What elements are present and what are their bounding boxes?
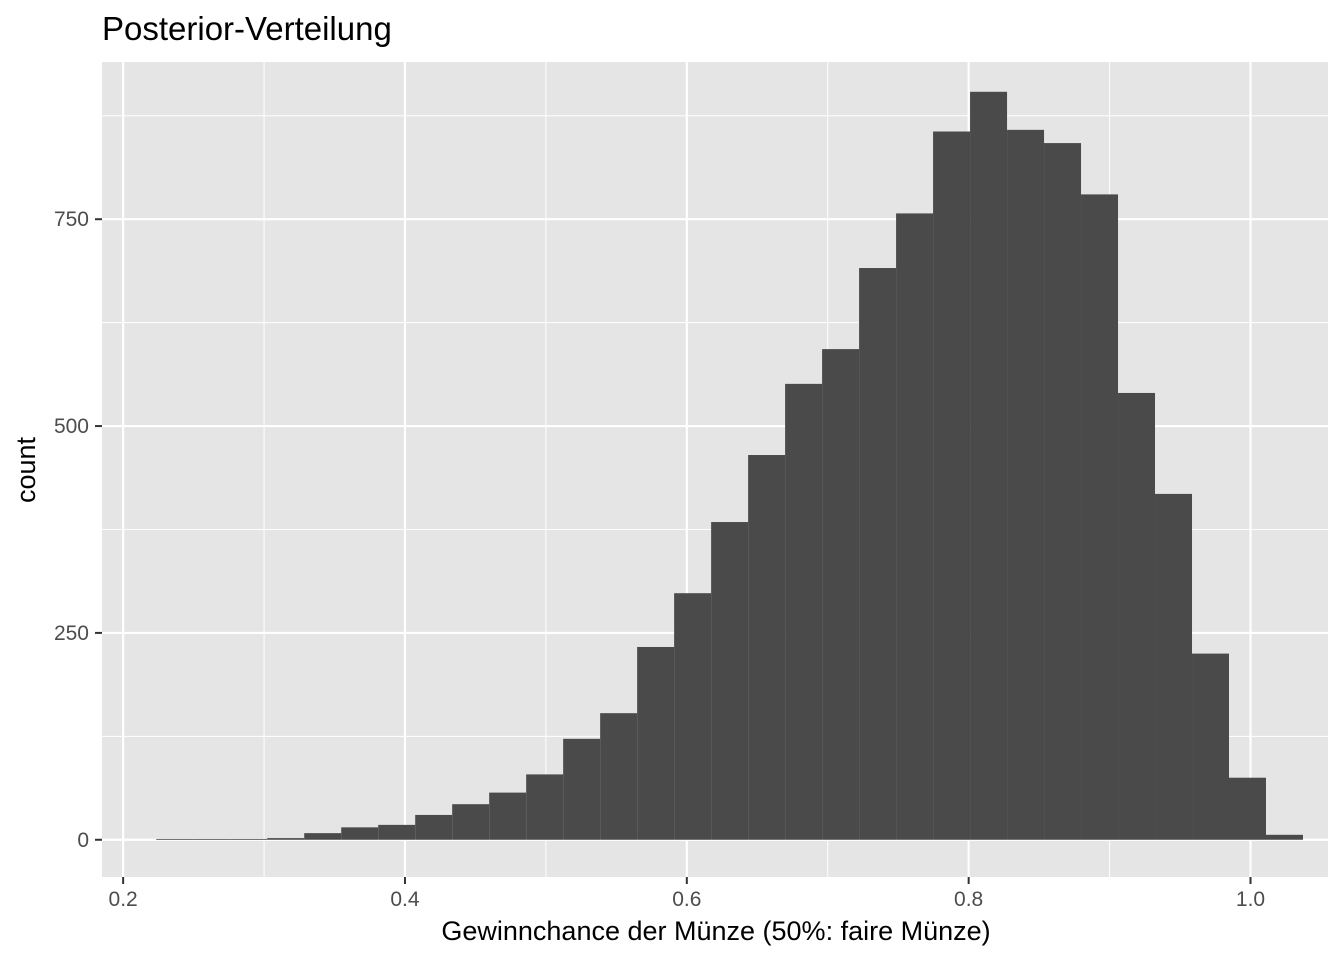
histogram-bar	[785, 383, 823, 840]
histogram-bar	[600, 713, 638, 840]
histogram-bar	[1118, 392, 1156, 840]
histogram-bar	[674, 593, 712, 840]
histogram-bars	[156, 91, 1303, 840]
y-tick-label: 0	[77, 829, 89, 852]
x-tick-label: 0.2	[109, 888, 138, 911]
histogram-bar	[748, 455, 786, 840]
y-tick-label: 250	[54, 622, 89, 645]
histogram-bar	[970, 91, 1008, 840]
histogram-bar	[563, 738, 601, 840]
histogram-bar	[1229, 777, 1266, 840]
histogram-bar	[526, 774, 564, 840]
histogram-bar	[304, 833, 342, 840]
histogram-bar	[859, 268, 897, 840]
histogram-bar	[378, 824, 416, 840]
histogram-bar	[896, 213, 934, 840]
histogram-bar	[822, 349, 860, 840]
x-tick-label: 0.6	[672, 888, 701, 911]
histogram-bar	[452, 804, 490, 840]
x-tick-label: 1.0	[1236, 888, 1265, 911]
histogram-bar	[489, 792, 527, 840]
histogram-bar	[711, 522, 749, 840]
histogram-bar	[193, 838, 231, 840]
y-tick-label: 750	[54, 208, 89, 231]
axes: 0.2 0.4 0.6 0.8 1.0 0 250 500 750	[54, 208, 1265, 911]
histogram-bar	[230, 838, 268, 840]
y-axis-title: count	[11, 436, 41, 503]
histogram-bar	[1044, 143, 1082, 840]
chart-title: Posterior-Verteilung	[102, 10, 392, 47]
histogram-bar	[267, 838, 305, 840]
histogram-bar	[637, 646, 675, 840]
histogram-bar	[1081, 194, 1119, 840]
y-tick-label: 500	[54, 415, 89, 438]
x-tick-label: 0.4	[390, 888, 420, 911]
x-axis-title: Gewinnchance der Münze (50%: faire Münze…	[441, 916, 990, 946]
histogram-bar	[156, 838, 194, 840]
histogram-bar	[1265, 834, 1303, 840]
histogram-bar	[341, 827, 379, 840]
x-tick-label: 0.8	[954, 888, 983, 911]
histogram-bar	[933, 131, 971, 840]
histogram-bar	[1155, 493, 1193, 840]
histogram-bar	[1007, 129, 1045, 840]
histogram-bar	[1192, 653, 1230, 840]
histogram-bar	[415, 814, 453, 840]
